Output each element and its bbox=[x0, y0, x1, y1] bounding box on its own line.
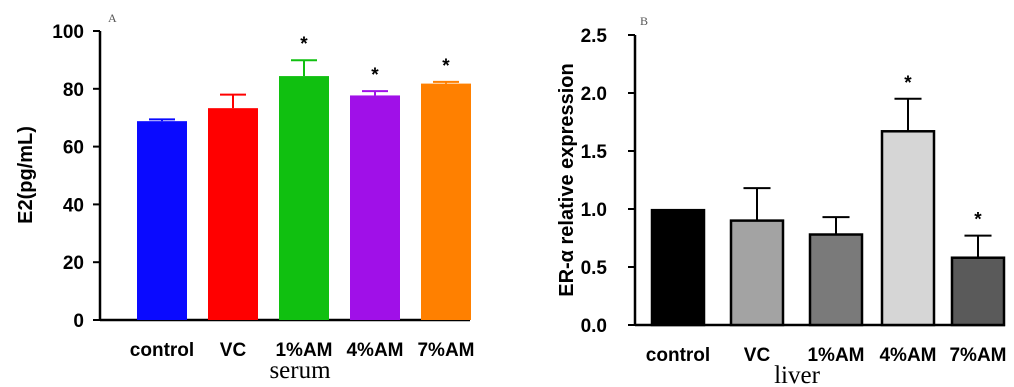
bar-vc bbox=[729, 219, 785, 327]
y-tick-label: 1.0 bbox=[581, 200, 607, 221]
y-tick-label: 0 bbox=[73, 311, 84, 332]
y-tick-label: 2.5 bbox=[581, 26, 608, 47]
x-tick-label: 4%AM bbox=[346, 340, 403, 361]
x-tick-label: 1%AM bbox=[275, 340, 332, 361]
y-tick-label: 40 bbox=[63, 195, 84, 216]
x-axis-title: liver bbox=[774, 362, 820, 387]
significance-marker: * bbox=[371, 65, 379, 86]
bar-1pctam bbox=[279, 76, 329, 320]
bar-control bbox=[650, 208, 706, 327]
bar-7pctam bbox=[421, 83, 471, 321]
bar-4pctam bbox=[350, 95, 400, 321]
significance-marker: * bbox=[442, 56, 450, 77]
significance-marker: * bbox=[300, 34, 308, 55]
bar-control bbox=[137, 121, 187, 320]
y-tick-label: 20 bbox=[63, 253, 84, 274]
y-axis-title: E2(pg/mL) bbox=[15, 126, 37, 224]
significance-marker: * bbox=[904, 73, 912, 94]
y-axis-title: ER-α relative expression bbox=[556, 63, 578, 297]
y-tick-label: 2.0 bbox=[581, 84, 607, 105]
x-tick-label: 4%AM bbox=[879, 345, 936, 366]
panel-label: A bbox=[108, 11, 117, 25]
x-tick-label: 7%AM bbox=[417, 340, 474, 361]
chart-panel-a: 0 20 40 60 80 100 control VC * 1%AM * 4%AM * 7%AM E2(p… bbox=[15, 11, 475, 384]
panel-label: B bbox=[640, 14, 648, 28]
y-tick-label: 60 bbox=[63, 138, 84, 159]
x-tick-label: control bbox=[130, 340, 194, 361]
chart-panel-b: 0.0 0.5 1.0 1.5 2.0 2.5 control VC 1%AM * 4%AM * 7%A… bbox=[556, 14, 1007, 387]
y-tick-label: 0.0 bbox=[581, 316, 607, 337]
y-tick-label: 80 bbox=[63, 80, 84, 101]
bar-1pctam bbox=[808, 233, 864, 327]
significance-marker: * bbox=[974, 210, 982, 231]
bar-vc bbox=[208, 108, 258, 321]
x-tick-label: 1%AM bbox=[807, 345, 864, 366]
x-tick-label: 7%AM bbox=[949, 345, 1006, 366]
x-tick-label: control bbox=[646, 345, 710, 366]
bar-4pctam bbox=[880, 130, 936, 327]
y-tick-label: 1.5 bbox=[581, 142, 608, 163]
x-axis-title: serum bbox=[269, 357, 331, 384]
y-tick-label: 100 bbox=[52, 22, 84, 43]
x-tick-label: VC bbox=[220, 340, 247, 361]
x-tick-label: VC bbox=[744, 345, 771, 366]
bar-7pctam bbox=[950, 256, 1006, 327]
y-tick-label: 0.5 bbox=[581, 258, 608, 279]
